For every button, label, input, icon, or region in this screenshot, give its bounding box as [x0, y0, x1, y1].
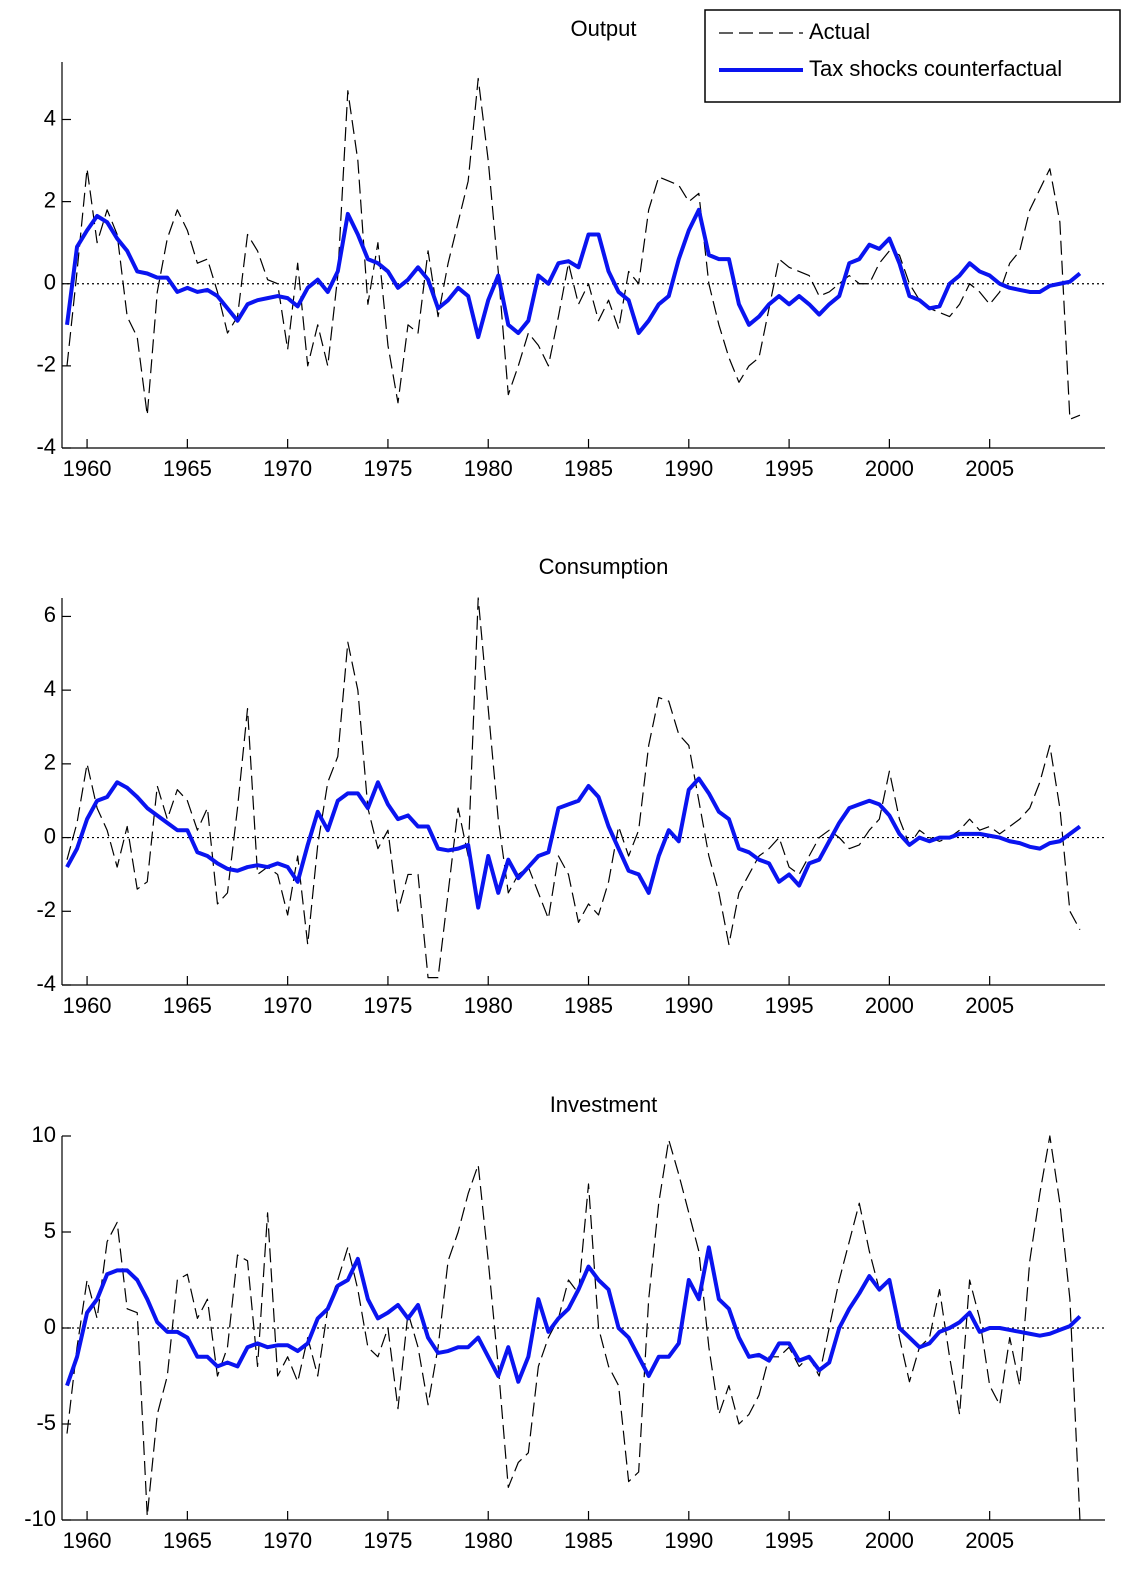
- y-tick-label: -4: [36, 434, 56, 459]
- legend-label: Actual: [809, 19, 870, 44]
- series-line: [66, 77, 1081, 420]
- y-tick-label: 0: [44, 823, 56, 848]
- panel-title: Consumption: [539, 554, 669, 579]
- x-tick-label: 1985: [564, 993, 613, 1018]
- x-tick-label: 2005: [965, 1528, 1014, 1553]
- y-tick-label: -4: [36, 971, 56, 996]
- x-tick-label: 2005: [965, 993, 1014, 1018]
- panel-title: Output: [570, 16, 636, 41]
- y-tick-label: 4: [44, 676, 56, 701]
- x-tick-label: 1985: [564, 1528, 613, 1553]
- x-tick-label: 1995: [765, 456, 814, 481]
- x-tick-label: 1970: [263, 456, 312, 481]
- y-tick-label: -2: [36, 352, 56, 377]
- y-tick-label: 2: [44, 187, 56, 212]
- series-line: [65, 776, 1082, 910]
- x-tick-label: 1980: [464, 993, 513, 1018]
- legend-box: [704, 9, 1121, 103]
- x-tick-label: 2000: [865, 1528, 914, 1553]
- x-tick-label: 1965: [163, 456, 212, 481]
- y-tick-label: 4: [44, 105, 56, 130]
- panel-title: Investment: [550, 1092, 658, 1117]
- y-tick-label: 5: [44, 1218, 56, 1243]
- x-tick-label: 2000: [865, 993, 914, 1018]
- x-tick-label: 1990: [664, 456, 713, 481]
- x-tick-label: 1980: [464, 456, 513, 481]
- x-tick-label: 1965: [163, 993, 212, 1018]
- series-line: [66, 1135, 1081, 1521]
- series-line: [65, 207, 1082, 340]
- x-tick-label: 1975: [363, 456, 412, 481]
- y-tick-label: 10: [32, 1122, 56, 1147]
- x-tick-label: 2000: [865, 456, 914, 481]
- x-tick-label: 1960: [63, 993, 112, 1018]
- x-tick-label: 1975: [363, 993, 412, 1018]
- y-tick-label: 0: [44, 270, 56, 295]
- x-tick-label: 1975: [363, 1528, 412, 1553]
- x-tick-label: 1965: [163, 1528, 212, 1553]
- x-tick-label: 1960: [63, 456, 112, 481]
- y-tick-label: 2: [44, 750, 56, 775]
- x-tick-label: 1970: [263, 1528, 312, 1553]
- x-tick-label: 1995: [765, 993, 814, 1018]
- x-tick-label: 1960: [63, 1528, 112, 1553]
- legend-label: Tax shocks counterfactual: [809, 56, 1062, 81]
- x-tick-label: 1995: [765, 1528, 814, 1553]
- x-tick-label: 1990: [664, 1528, 713, 1553]
- y-tick-label: 0: [44, 1314, 56, 1339]
- x-tick-label: 2005: [965, 456, 1014, 481]
- x-tick-label: 1980: [464, 1528, 513, 1553]
- series-line: [66, 597, 1081, 979]
- x-tick-label: 1970: [263, 993, 312, 1018]
- y-tick-label: -5: [36, 1410, 56, 1435]
- series-line: [65, 1245, 1082, 1387]
- x-tick-label: 1990: [664, 993, 713, 1018]
- x-tick-label: 1985: [564, 456, 613, 481]
- y-tick-label: -10: [24, 1506, 56, 1531]
- y-tick-label: 6: [44, 602, 56, 627]
- y-tick-label: -2: [36, 897, 56, 922]
